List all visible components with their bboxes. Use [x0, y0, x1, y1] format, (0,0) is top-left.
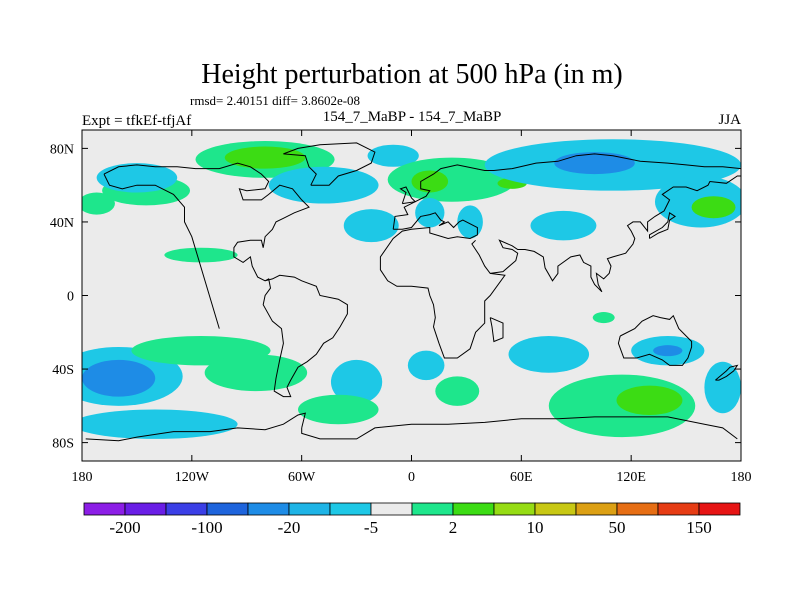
coastline-segment: [649, 211, 677, 239]
experiment-label: Expt = tfkEf-tfjAf: [82, 113, 191, 129]
coastline-segment: [103, 173, 220, 329]
anomaly-region-weak-negative: [96, 163, 178, 193]
coastline-segment: [490, 175, 741, 293]
coastline-segment: [489, 317, 504, 343]
x-tick-label: 180: [72, 470, 93, 485]
y-tick-label: 0: [67, 290, 74, 305]
coastlines: [85, 142, 741, 442]
colorbar-box: [370, 502, 413, 516]
anomaly-region-moderate-negative: [653, 345, 683, 357]
colorbar: -200 -100 -20 -5 2 10 50 150: [83, 502, 741, 537]
anomaly-region-moderate-positive: [224, 146, 306, 169]
anomaly-region-weak-positive: [204, 354, 308, 392]
anomaly-region-weak-negative: [343, 209, 399, 243]
y-tick-label: 80N: [50, 142, 74, 157]
x-tick-label: 60W: [288, 470, 316, 485]
coastline-segment: [399, 186, 417, 205]
anomaly-region-moderate-negative: [554, 152, 635, 175]
x-tick-label: 60E: [510, 470, 533, 485]
x-axis: 180 120W 60W 0 60E 120E 180: [72, 130, 752, 485]
anomaly-region-moderate-positive: [691, 196, 736, 219]
x-tick-label: 120E: [616, 470, 646, 485]
colorbar-label: 50: [609, 518, 626, 537]
colorbar-box: [411, 502, 454, 516]
colorbar-box: [124, 502, 167, 516]
colorbar-box: [83, 502, 126, 516]
map-panel: [82, 130, 741, 461]
x-tick-label: 0: [408, 470, 415, 485]
colorbar-box: [452, 502, 495, 516]
y-axis: 80N 40N 0 40S 80S: [50, 142, 741, 452]
coastline-segment: [617, 314, 693, 366]
colorbar-label: 2: [449, 518, 458, 537]
colorbar-box: [493, 502, 536, 516]
anomaly-region-weak-positive: [592, 312, 615, 324]
y-tick-label: 40N: [50, 216, 74, 231]
y-tick-label: 80S: [52, 437, 74, 452]
coastline-segment: [301, 416, 738, 440]
anomaly-region-moderate-positive: [411, 170, 449, 193]
coastline-segment: [379, 212, 506, 359]
coastline-segment: [283, 142, 376, 186]
anomaly-region-weak-negative: [530, 210, 597, 241]
colorbar-box: [165, 502, 208, 516]
coastline-segment: [715, 364, 739, 381]
colorbar-box: [575, 502, 618, 516]
stats-line: rmsd= 2.40151 diff= 3.8602e-08: [190, 93, 360, 108]
colorbar-box: [206, 502, 249, 516]
anomaly-region-weak-positive: [164, 247, 238, 263]
coastline-segment: [103, 162, 348, 398]
anomaly-region-weak-negative: [457, 205, 483, 239]
colorbar-label: 150: [686, 518, 712, 537]
anomaly-region-weak-negative: [704, 361, 741, 414]
anomaly-region-weak-negative: [508, 335, 590, 373]
colorbar-label: -5: [364, 518, 378, 537]
anomaly-region-weak-negative: [330, 359, 383, 404]
x-tick-label: 180: [731, 470, 752, 485]
colorbar-box: [247, 502, 290, 516]
center-label: 154_7_MaBP - 154_7_MaBP: [323, 109, 502, 125]
anomaly-region-weak-negative: [367, 144, 419, 167]
anomaly-region-weak-positive: [298, 394, 379, 425]
colorbar-label: -100: [191, 518, 222, 537]
x-tick-label: 120W: [175, 470, 210, 485]
colorbar-box: [329, 502, 372, 516]
colorbar-box: [534, 502, 577, 516]
season-label: JJA: [718, 112, 741, 128]
coastline-segment: [85, 412, 306, 442]
anomaly-region-weak-negative: [407, 350, 445, 381]
map-title: Height perturbation at 500 hPa (in m): [201, 59, 622, 90]
anomaly-region-moderate-negative: [82, 359, 156, 397]
colorbar-box: [698, 502, 741, 516]
anomaly-region-weak-positive: [82, 192, 115, 215]
y-tick-label: 40S: [52, 363, 74, 378]
colorbar-label: -200: [109, 518, 140, 537]
colorbar-box: [657, 502, 700, 516]
colorbar-box: [616, 502, 659, 516]
colorbar-label: 10: [527, 518, 544, 537]
colorbar-box: [288, 502, 331, 516]
coastline-segment: [392, 153, 741, 230]
colorbar-label: -20: [278, 518, 301, 537]
anomaly-region-weak-positive: [435, 376, 480, 406]
anomaly-region-moderate-positive: [616, 385, 683, 416]
anomaly-field: [82, 139, 741, 439]
anomaly-region-weak-negative: [415, 198, 445, 228]
